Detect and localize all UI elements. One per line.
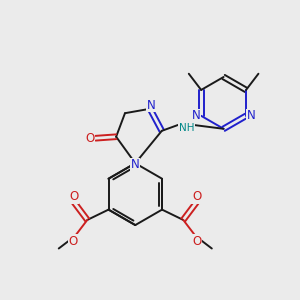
- Text: O: O: [192, 190, 201, 203]
- Text: N: N: [247, 109, 256, 122]
- Text: O: O: [193, 235, 202, 248]
- Text: N: N: [191, 109, 200, 122]
- Text: N: N: [146, 99, 155, 112]
- Text: N: N: [131, 158, 140, 171]
- Text: O: O: [69, 190, 79, 203]
- Text: NH: NH: [179, 123, 195, 133]
- Text: O: O: [69, 235, 78, 248]
- Text: O: O: [85, 132, 94, 145]
